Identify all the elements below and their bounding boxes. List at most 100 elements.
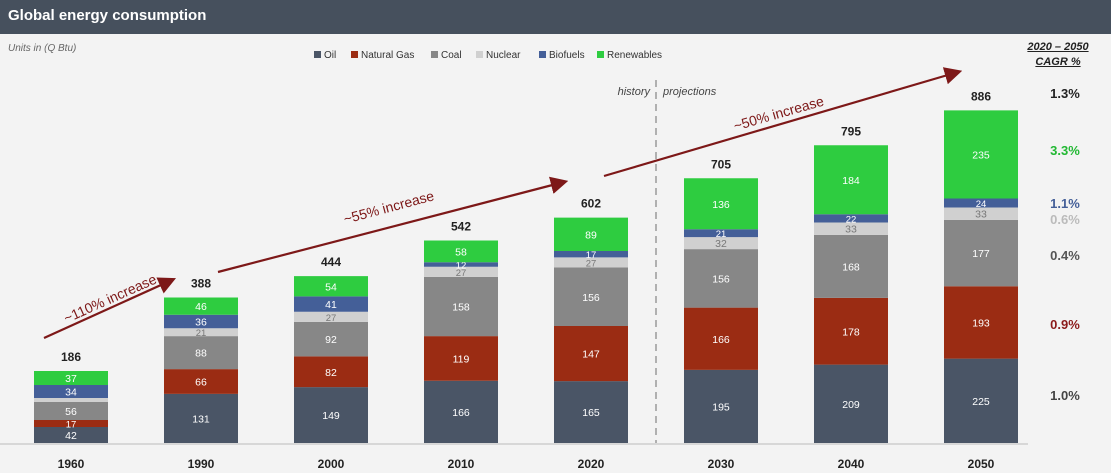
data-label-2040-natural-gas: 178 xyxy=(842,326,860,338)
history-label: history xyxy=(618,86,652,98)
total-label-2030: 705 xyxy=(711,157,731,171)
data-label-1990-natural-gas: 66 xyxy=(195,377,207,389)
bar-segment-2010-coal xyxy=(424,276,498,337)
chart-title: Global energy consumption xyxy=(8,7,207,24)
data-label-2020-oil: 165 xyxy=(582,407,600,419)
total-label-2050: 886 xyxy=(971,89,991,103)
legend-swatch-nuclear xyxy=(476,51,483,58)
bar-segment-2010-biofuels xyxy=(424,262,498,267)
data-label-2020-renewables: 89 xyxy=(585,229,597,241)
bar-segment-2000-renewables xyxy=(294,276,368,297)
bar-segment-2020-natural-gas xyxy=(554,326,628,382)
data-label-2050-oil: 225 xyxy=(972,396,990,408)
legend-swatch-coal xyxy=(431,51,438,58)
cagr-value-total: 1.3% xyxy=(1050,86,1080,101)
data-label-2010-coal: 158 xyxy=(452,302,470,314)
legend-label-renewables: Renewables xyxy=(607,50,662,61)
legend-label-natural-gas: Natural Gas xyxy=(361,50,414,61)
data-label-2000-coal: 92 xyxy=(325,334,337,346)
growth-arrow-2 xyxy=(217,176,569,274)
bar-segment-1990-oil xyxy=(164,393,238,443)
bar-segment-2030-renewables xyxy=(684,178,758,230)
bar-segment-1990-renewables xyxy=(164,297,238,315)
x-tick-label-1990: 1990 xyxy=(188,457,215,471)
bar-segment-2000-coal xyxy=(294,321,368,357)
data-label-1960-oil: 42 xyxy=(65,430,77,442)
projections-label: projections xyxy=(662,86,717,98)
data-label-2040-coal: 168 xyxy=(842,261,860,273)
bar-segment-2010-natural-gas xyxy=(424,336,498,381)
data-label-2030-coal: 156 xyxy=(712,273,730,285)
data-label-2020-nuclear: 27 xyxy=(586,258,597,269)
header-bar: Global energy consumption xyxy=(0,0,1111,34)
bar-segment-2040-natural-gas xyxy=(814,297,888,365)
bar-segment-2000-natural-gas xyxy=(294,356,368,388)
bar-segment-2020-renewables xyxy=(554,217,628,251)
data-label-2050-biofuels: 24 xyxy=(976,199,987,210)
bar-segment-2030-biofuels xyxy=(684,229,758,238)
data-label-2000-biofuels: 41 xyxy=(325,299,337,311)
data-label-2000-nuclear: 27 xyxy=(326,313,337,324)
data-label-2020-coal: 156 xyxy=(582,292,600,304)
cagr-value-nuclear: 0.6% xyxy=(1050,212,1080,227)
growth-arrow-1 xyxy=(43,277,177,340)
data-label-2000-natural-gas: 82 xyxy=(325,367,337,379)
bar-segment-1990-biofuels xyxy=(164,314,238,329)
bar-segment-2040-coal xyxy=(814,234,888,298)
bar-segment-2020-biofuels xyxy=(554,251,628,258)
bar-segment-2050-biofuels xyxy=(944,198,1018,208)
x-tick-label-2010: 2010 xyxy=(448,457,475,471)
bar-segment-2050-nuclear xyxy=(944,207,1018,220)
data-label-2040-renewables: 184 xyxy=(842,175,860,187)
total-label-1990: 388 xyxy=(191,277,211,291)
bar-segment-1960-renewables xyxy=(34,371,108,385)
bar-segment-2030-coal xyxy=(684,249,758,308)
bar-segment-1990-coal xyxy=(164,336,238,370)
data-label-2020-natural-gas: 147 xyxy=(582,349,600,361)
data-label-2010-oil: 166 xyxy=(452,407,470,419)
data-label-2030-nuclear: 32 xyxy=(715,238,727,250)
data-label-1960-renewables: 37 xyxy=(65,373,77,385)
bar-segment-2030-nuclear xyxy=(684,237,758,250)
data-label-1990-coal: 88 xyxy=(195,348,207,360)
data-label-2050-natural-gas: 193 xyxy=(972,317,990,329)
bar-segment-2040-oil xyxy=(814,364,888,443)
cagr-value-coal: 0.4% xyxy=(1050,248,1080,263)
bar-segment-2000-oil xyxy=(294,387,368,443)
growth-arrow-3 xyxy=(603,67,963,178)
cagr-period: 2020 – 2050 xyxy=(1027,41,1089,53)
legend-swatch-oil xyxy=(314,51,321,58)
data-label-2030-natural-gas: 166 xyxy=(712,334,730,346)
bar-segment-1960-nuclear xyxy=(34,398,108,402)
x-tick-label-2040: 2040 xyxy=(838,457,865,471)
growth-annotation-3: ~50% increase xyxy=(732,93,826,134)
x-tick-label-2000: 2000 xyxy=(318,457,345,471)
data-label-2010-biofuels: 12 xyxy=(456,261,467,272)
bar-segment-1960-coal xyxy=(34,402,108,420)
data-label-2020-biofuels: 17 xyxy=(586,250,597,261)
bar-segment-2030-oil xyxy=(684,369,758,443)
bar-segment-2050-renewables xyxy=(944,110,1018,199)
data-label-1960-coal: 56 xyxy=(65,406,77,418)
data-label-2010-natural-gas: 119 xyxy=(453,353,470,365)
cagr-value-oil: 1.0% xyxy=(1050,388,1080,403)
cagr-value-biofuels: 1.1% xyxy=(1050,196,1080,211)
bar-segment-1960-natural-gas xyxy=(34,420,108,427)
bar-segment-2010-renewables xyxy=(424,240,498,263)
bar-segment-2020-oil xyxy=(554,381,628,443)
cagr-value-natural-gas: 0.9% xyxy=(1050,317,1080,332)
data-label-2040-biofuels: 22 xyxy=(846,214,857,225)
data-label-2030-renewables: 136 xyxy=(712,199,730,211)
x-tick-label-2030: 2030 xyxy=(708,457,735,471)
legend-swatch-biofuels xyxy=(539,51,546,58)
x-tick-label-2020: 2020 xyxy=(578,457,605,471)
legend-label-biofuels: Biofuels xyxy=(549,50,585,61)
data-label-2040-nuclear: 33 xyxy=(845,224,857,236)
bar-segment-1990-nuclear xyxy=(164,328,238,337)
cagr-header: 2020 – 2050 CAGR % xyxy=(1013,40,1103,70)
bar-segment-2010-nuclear xyxy=(424,266,498,277)
bar-segment-2040-nuclear xyxy=(814,222,888,235)
data-label-2050-coal: 177 xyxy=(972,248,990,260)
bar-segment-2050-oil xyxy=(944,358,1018,443)
